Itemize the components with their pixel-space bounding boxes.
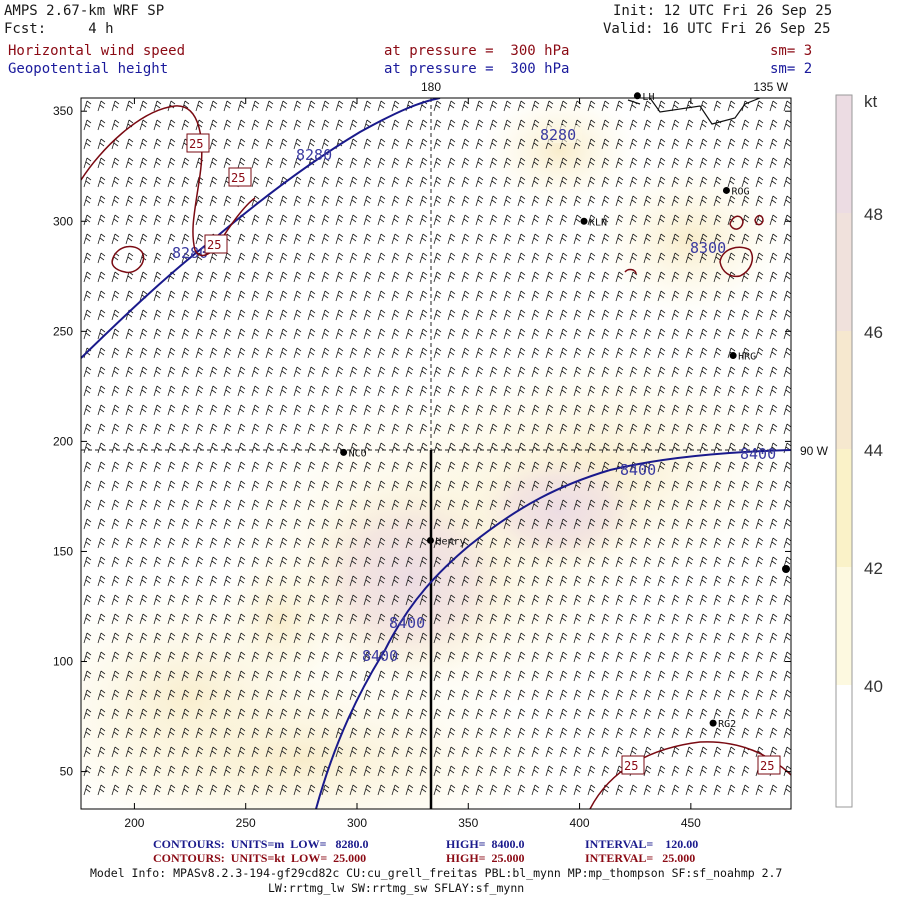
station-label: LH bbox=[642, 92, 654, 103]
station-label: RG2 bbox=[718, 719, 736, 730]
wind-barbs bbox=[83, 100, 791, 796]
y-tick-label: 50 bbox=[60, 765, 74, 779]
height-contour-high: HIGH= 8400.0 bbox=[446, 837, 525, 851]
field1-name: Horizontal wind speed bbox=[8, 43, 186, 59]
colorbar-segment bbox=[836, 567, 852, 685]
colorbar-segment bbox=[836, 685, 852, 807]
station-dot bbox=[709, 719, 717, 727]
station-dot bbox=[722, 186, 730, 194]
colorbar-unit: kt bbox=[864, 92, 878, 111]
colorbar-label: 48 bbox=[864, 205, 883, 224]
y-axis: 50 100 150 200 250 300 350 bbox=[53, 104, 791, 779]
height-contour-info: CONTOURS: UNITS=m LOW= 8280.0 bbox=[153, 837, 369, 851]
wind-barb-field bbox=[83, 100, 791, 796]
model-info: Model Info: MPASv8.2.3-194-gf29cd82c CU:… bbox=[90, 866, 783, 880]
colorbar-segment bbox=[836, 213, 852, 331]
station-dot bbox=[580, 217, 588, 225]
colorbar-label: 40 bbox=[864, 677, 883, 696]
colorbar: kt 48 46 44 42 40 bbox=[835, 92, 883, 808]
model-info-physics: LW:rrtmg_lw SW:rrtmg_sw SFLAY:sf_mynn bbox=[268, 881, 525, 895]
y-tick-label: 350 bbox=[53, 104, 73, 118]
plot-frame bbox=[80, 97, 792, 810]
station-dot bbox=[729, 352, 737, 360]
height-contours bbox=[81, 98, 791, 809]
contour-label: 8400 bbox=[362, 647, 398, 665]
station-label: ROG bbox=[731, 186, 749, 197]
forecast-hour: Fcst: 4 h bbox=[4, 21, 114, 37]
station-dot bbox=[426, 536, 434, 544]
y-tick-label: 200 bbox=[53, 434, 73, 448]
y-tick-label: 100 bbox=[53, 655, 73, 669]
colorbar-segment bbox=[836, 449, 852, 567]
stations: KLN ROG HRG NCO Henry RG2 LH bbox=[340, 92, 756, 730]
y-tick-label: 250 bbox=[53, 324, 73, 338]
colorbar-segment bbox=[836, 95, 852, 213]
contour-label: 8280 bbox=[172, 244, 208, 262]
station-label: Henry bbox=[435, 536, 465, 547]
wind-contour-interval: INTERVAL= 25.000 bbox=[585, 851, 696, 865]
y-tick-label: 150 bbox=[53, 544, 73, 558]
wind-contour-info: CONTOURS: UNITS=kt LOW= 25.000 bbox=[153, 851, 367, 865]
contour-label: 8400 bbox=[389, 614, 425, 632]
field2-level: at pressure = 300 hPa bbox=[384, 61, 570, 77]
wind-contour-label: 25 bbox=[624, 759, 638, 773]
station-label: HRG bbox=[738, 352, 756, 363]
station-label: KLN bbox=[589, 217, 607, 228]
x-tick-label: 250 bbox=[236, 816, 256, 830]
x-tick-label: 200 bbox=[124, 816, 144, 830]
x-axis: 200 250 300 350 400 450 bbox=[124, 98, 701, 830]
wind-contour-high: HIGH= 25.000 bbox=[446, 851, 525, 865]
model-title: AMPS 2.67-km WRF SP bbox=[4, 3, 165, 19]
coastline bbox=[627, 98, 761, 125]
contour-label: 8280 bbox=[296, 146, 332, 164]
x-tick-label: 300 bbox=[347, 816, 367, 830]
wind-contour-label: 25 bbox=[207, 238, 221, 252]
field1-level: at pressure = 300 hPa bbox=[384, 43, 570, 59]
wind-contour-label: 25 bbox=[760, 759, 774, 773]
colorbar-label: 46 bbox=[864, 323, 883, 342]
contour-label: 8400 bbox=[740, 445, 776, 463]
wind-speed-shading bbox=[81, 98, 791, 809]
field1-smooth: sm= 3 bbox=[770, 43, 813, 59]
station-dot bbox=[782, 565, 790, 573]
x-tick-label: 400 bbox=[570, 816, 590, 830]
x-tick-label: 350 bbox=[458, 816, 478, 830]
colorbar-label: 42 bbox=[864, 559, 883, 578]
station-label: NCO bbox=[349, 448, 367, 459]
colorbar-label: 44 bbox=[864, 441, 883, 460]
valid-time: Valid: 16 UTC Fri 26 Sep 25 bbox=[603, 21, 831, 37]
height-contour-interval: INTERVAL= 120.00 bbox=[585, 837, 699, 851]
meridian-label-180: 180 bbox=[421, 80, 441, 94]
wind-contour-labels: 25 25 25 25 25 bbox=[186, 133, 781, 775]
height-contour-labels: 8280 8280 8280 8300 8400 8400 8400 8400 bbox=[172, 125, 776, 665]
meridian-label-90w: 90 W bbox=[800, 444, 829, 458]
init-time: Init: 12 UTC Fri 26 Sep 25 bbox=[613, 3, 833, 19]
contour-label: 8280 bbox=[540, 126, 576, 144]
colorbar-segment bbox=[836, 331, 852, 449]
field2-name: Geopotential height bbox=[8, 61, 169, 77]
wind-contour-label: 25 bbox=[231, 171, 245, 185]
meridian-label-135w: 135 W bbox=[753, 80, 788, 94]
field2-smooth: sm= 2 bbox=[770, 61, 813, 77]
contour-label: 8300 bbox=[690, 239, 726, 257]
graticule bbox=[81, 98, 791, 451]
x-tick-label: 450 bbox=[681, 816, 701, 830]
y-tick-label: 300 bbox=[53, 214, 73, 228]
contour-label: 8400 bbox=[620, 461, 656, 479]
wind-contour-label: 25 bbox=[189, 137, 203, 151]
station-dot bbox=[340, 448, 348, 456]
